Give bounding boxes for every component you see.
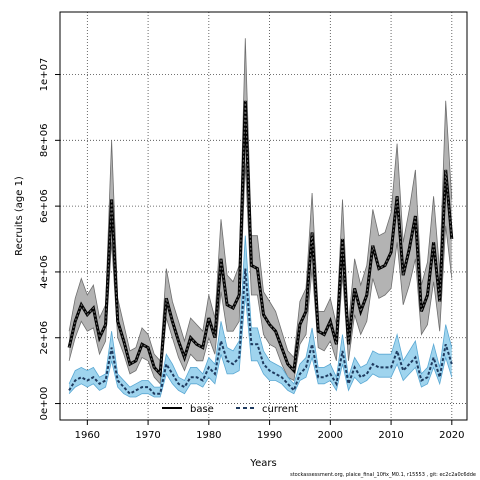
legend: base current [162, 404, 298, 415]
plot-frame [59, 11, 468, 421]
y-tick-label: 2e+06 [39, 321, 50, 355]
x-axis: 1960 1970 1980 1990 2000 2010 2020 [75, 420, 465, 441]
band-edge-upper-current [68, 235, 453, 388]
y-tick-label: 8e+06 [39, 124, 50, 158]
x-tick-label: 1960 [75, 430, 100, 441]
band-current [69, 235, 452, 397]
legend-current-label: current [262, 404, 298, 415]
y-tick-label: 4e+06 [39, 255, 50, 289]
legend-base-label: base [190, 404, 214, 415]
y-tick-label: 0e+00 [39, 387, 50, 421]
x-tick-label: 1980 [196, 430, 221, 441]
x-axis-title: Years [249, 458, 276, 469]
footer-text: stockassessment.org, plaice_final_10fix_… [290, 472, 476, 478]
x-tick-label: 2020 [439, 430, 464, 441]
series-line-base-highlight [68, 100, 453, 376]
band-edge-upper-base [68, 38, 453, 362]
y-axis: 0e+00 2e+06 4e+06 6e+06 8e+06 1e+07 [39, 58, 60, 421]
y-tick-label: 1e+07 [39, 58, 50, 92]
series-line-current [68, 268, 453, 395]
y-axis-title: Recruits (age 1) [14, 176, 25, 256]
x-tick-label: 2010 [378, 430, 403, 441]
series-lines [67, 100, 454, 395]
x-tick-label: 1990 [257, 430, 282, 441]
x-tick-label: 1970 [135, 430, 160, 441]
band-edge-lower-base [68, 163, 453, 385]
y-tick-label: 6e+06 [39, 189, 50, 223]
band-edge-lower-current [68, 294, 453, 398]
x-tick-label: 2000 [318, 430, 343, 441]
